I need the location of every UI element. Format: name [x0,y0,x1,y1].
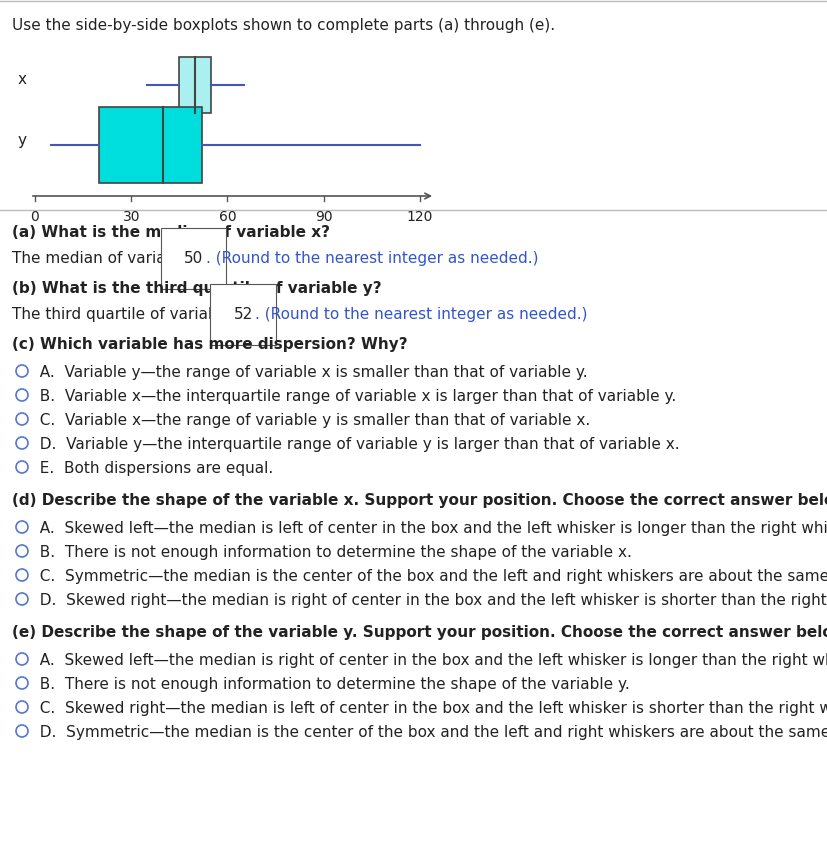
Text: E.  Both dispersions are equal.: E. Both dispersions are equal. [30,461,273,476]
Text: D.  Variable y—the interquartile range of variable y is larger than that of vari: D. Variable y—the interquartile range of… [30,437,679,452]
Text: B.  There is not enough information to determine the shape of the variable y.: B. There is not enough information to de… [30,677,629,692]
Text: 120: 120 [406,210,433,224]
Text: C.  Skewed right—the median is left of center in the box and the left whisker is: C. Skewed right—the median is left of ce… [30,701,827,716]
Text: . (Round to the nearest integer as needed.): . (Round to the nearest integer as neede… [206,251,538,266]
Text: A.  Variable y—the range of variable x is smaller than that of variable y.: A. Variable y—the range of variable x is… [30,365,587,380]
Text: (b) What is the third quartile of variable y?: (b) What is the third quartile of variab… [12,281,381,296]
Text: C.  Variable x—the range of variable y is smaller than that of variable x.: C. Variable x—the range of variable y is… [30,413,590,428]
Text: D.  Skewed right—the median is right of center in the box and the left whisker i: D. Skewed right—the median is right of c… [30,593,827,608]
Text: A.  Skewed left—the median is right of center in the box and the left whisker is: A. Skewed left—the median is right of ce… [30,653,827,668]
Text: Use the side-by-side boxplots shown to complete parts (a) through (e).: Use the side-by-side boxplots shown to c… [12,18,554,33]
Text: (d) Describe the shape of the variable x. Support your position. Choose the corr: (d) Describe the shape of the variable x… [12,493,827,508]
Text: A.  Skewed left—the median is left of center in the box and the left whisker is : A. Skewed left—the median is left of cen… [30,521,827,536]
Text: D.  Symmetric—the median is the center of the box and the left and right whisker: D. Symmetric—the median is the center of… [30,725,827,740]
Text: 0: 0 [31,210,40,224]
Text: C.  Symmetric—the median is the center of the box and the left and right whisker: C. Symmetric—the median is the center of… [30,569,827,584]
Text: 50: 50 [184,251,203,266]
Bar [99,107,202,183]
Text: B.  Variable x—the interquartile range of variable x is larger than that of vari: B. Variable x—the interquartile range of… [30,389,676,404]
Text: 90: 90 [314,210,332,224]
Text: y: y [18,133,27,148]
Text: 60: 60 [218,210,236,224]
Text: (a) What is the median of variable x?: (a) What is the median of variable x? [12,225,330,240]
Text: 30: 30 [122,210,140,224]
Text: The third quartile of variable y is: The third quartile of variable y is [12,307,267,322]
Text: 52: 52 [233,307,252,322]
Text: (c) Which variable has more dispersion? Why?: (c) Which variable has more dispersion? … [12,337,407,352]
Text: The median of variable x is: The median of variable x is [12,251,225,266]
Text: . (Round to the nearest integer as needed.): . (Round to the nearest integer as neede… [255,307,587,322]
Text: (e) Describe the shape of the variable y. Support your position. Choose the corr: (e) Describe the shape of the variable y… [12,625,827,640]
Bar [179,57,211,113]
Text: B.  There is not enough information to determine the shape of the variable x.: B. There is not enough information to de… [30,545,631,560]
Text: x: x [18,72,27,87]
